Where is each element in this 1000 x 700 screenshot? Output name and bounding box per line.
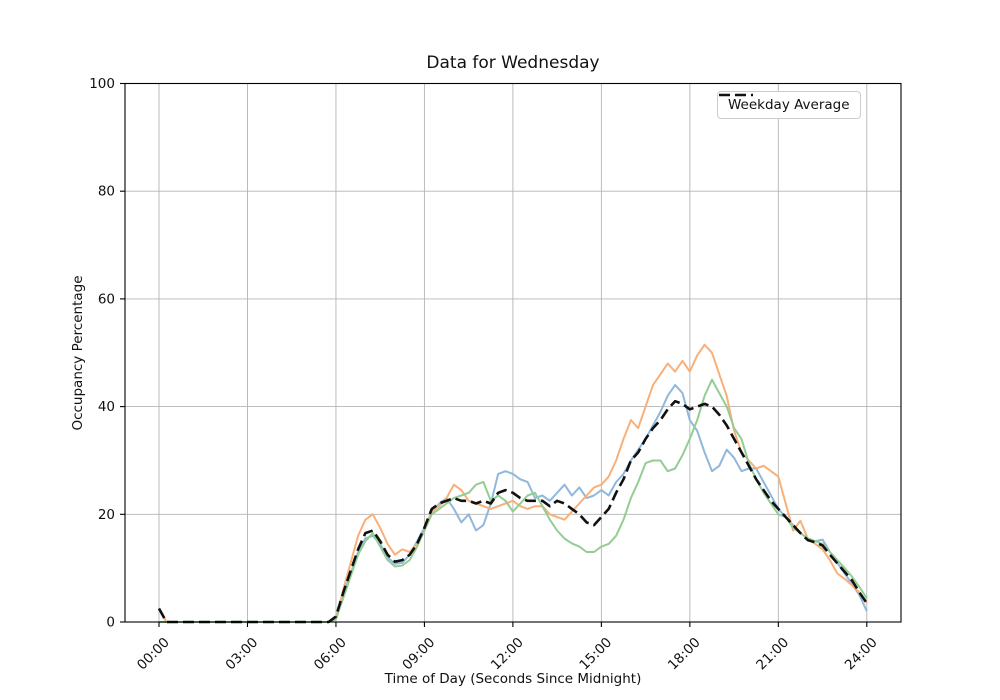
y-tick-label: 80 (98, 184, 115, 200)
x-tick-label: 21:00 (753, 635, 792, 674)
y-tick-label: 0 (106, 615, 115, 631)
series-line-weekday-average (157, 399, 868, 624)
x-axis-label: Time of Day (Seconds Since Midnight) (384, 671, 642, 687)
x-tick-label: 24:00 (842, 635, 881, 674)
x-tick-label: 15:00 (576, 635, 615, 674)
chart-title: Data for Wednesday (426, 53, 600, 73)
x-tick-label: 12:00 (488, 635, 527, 674)
x-tick-label: 18:00 (665, 635, 704, 674)
x-tick-label: 09:00 (399, 635, 438, 674)
y-tick-label: 60 (98, 291, 115, 307)
y-tick-label: 40 (98, 399, 115, 415)
y-tick-label: 100 (89, 76, 115, 92)
x-tick-label: 03:00 (222, 635, 261, 674)
dashed-line-icon (719, 93, 753, 97)
y-axis-label: Occupancy Percentage (70, 275, 86, 431)
legend: Weekday Average (717, 91, 861, 119)
legend-label: Weekday Average (728, 97, 850, 113)
x-tick-label: 00:00 (134, 635, 173, 674)
x-tick-label: 06:00 (311, 635, 350, 674)
y-tick-label: 20 (98, 507, 115, 523)
